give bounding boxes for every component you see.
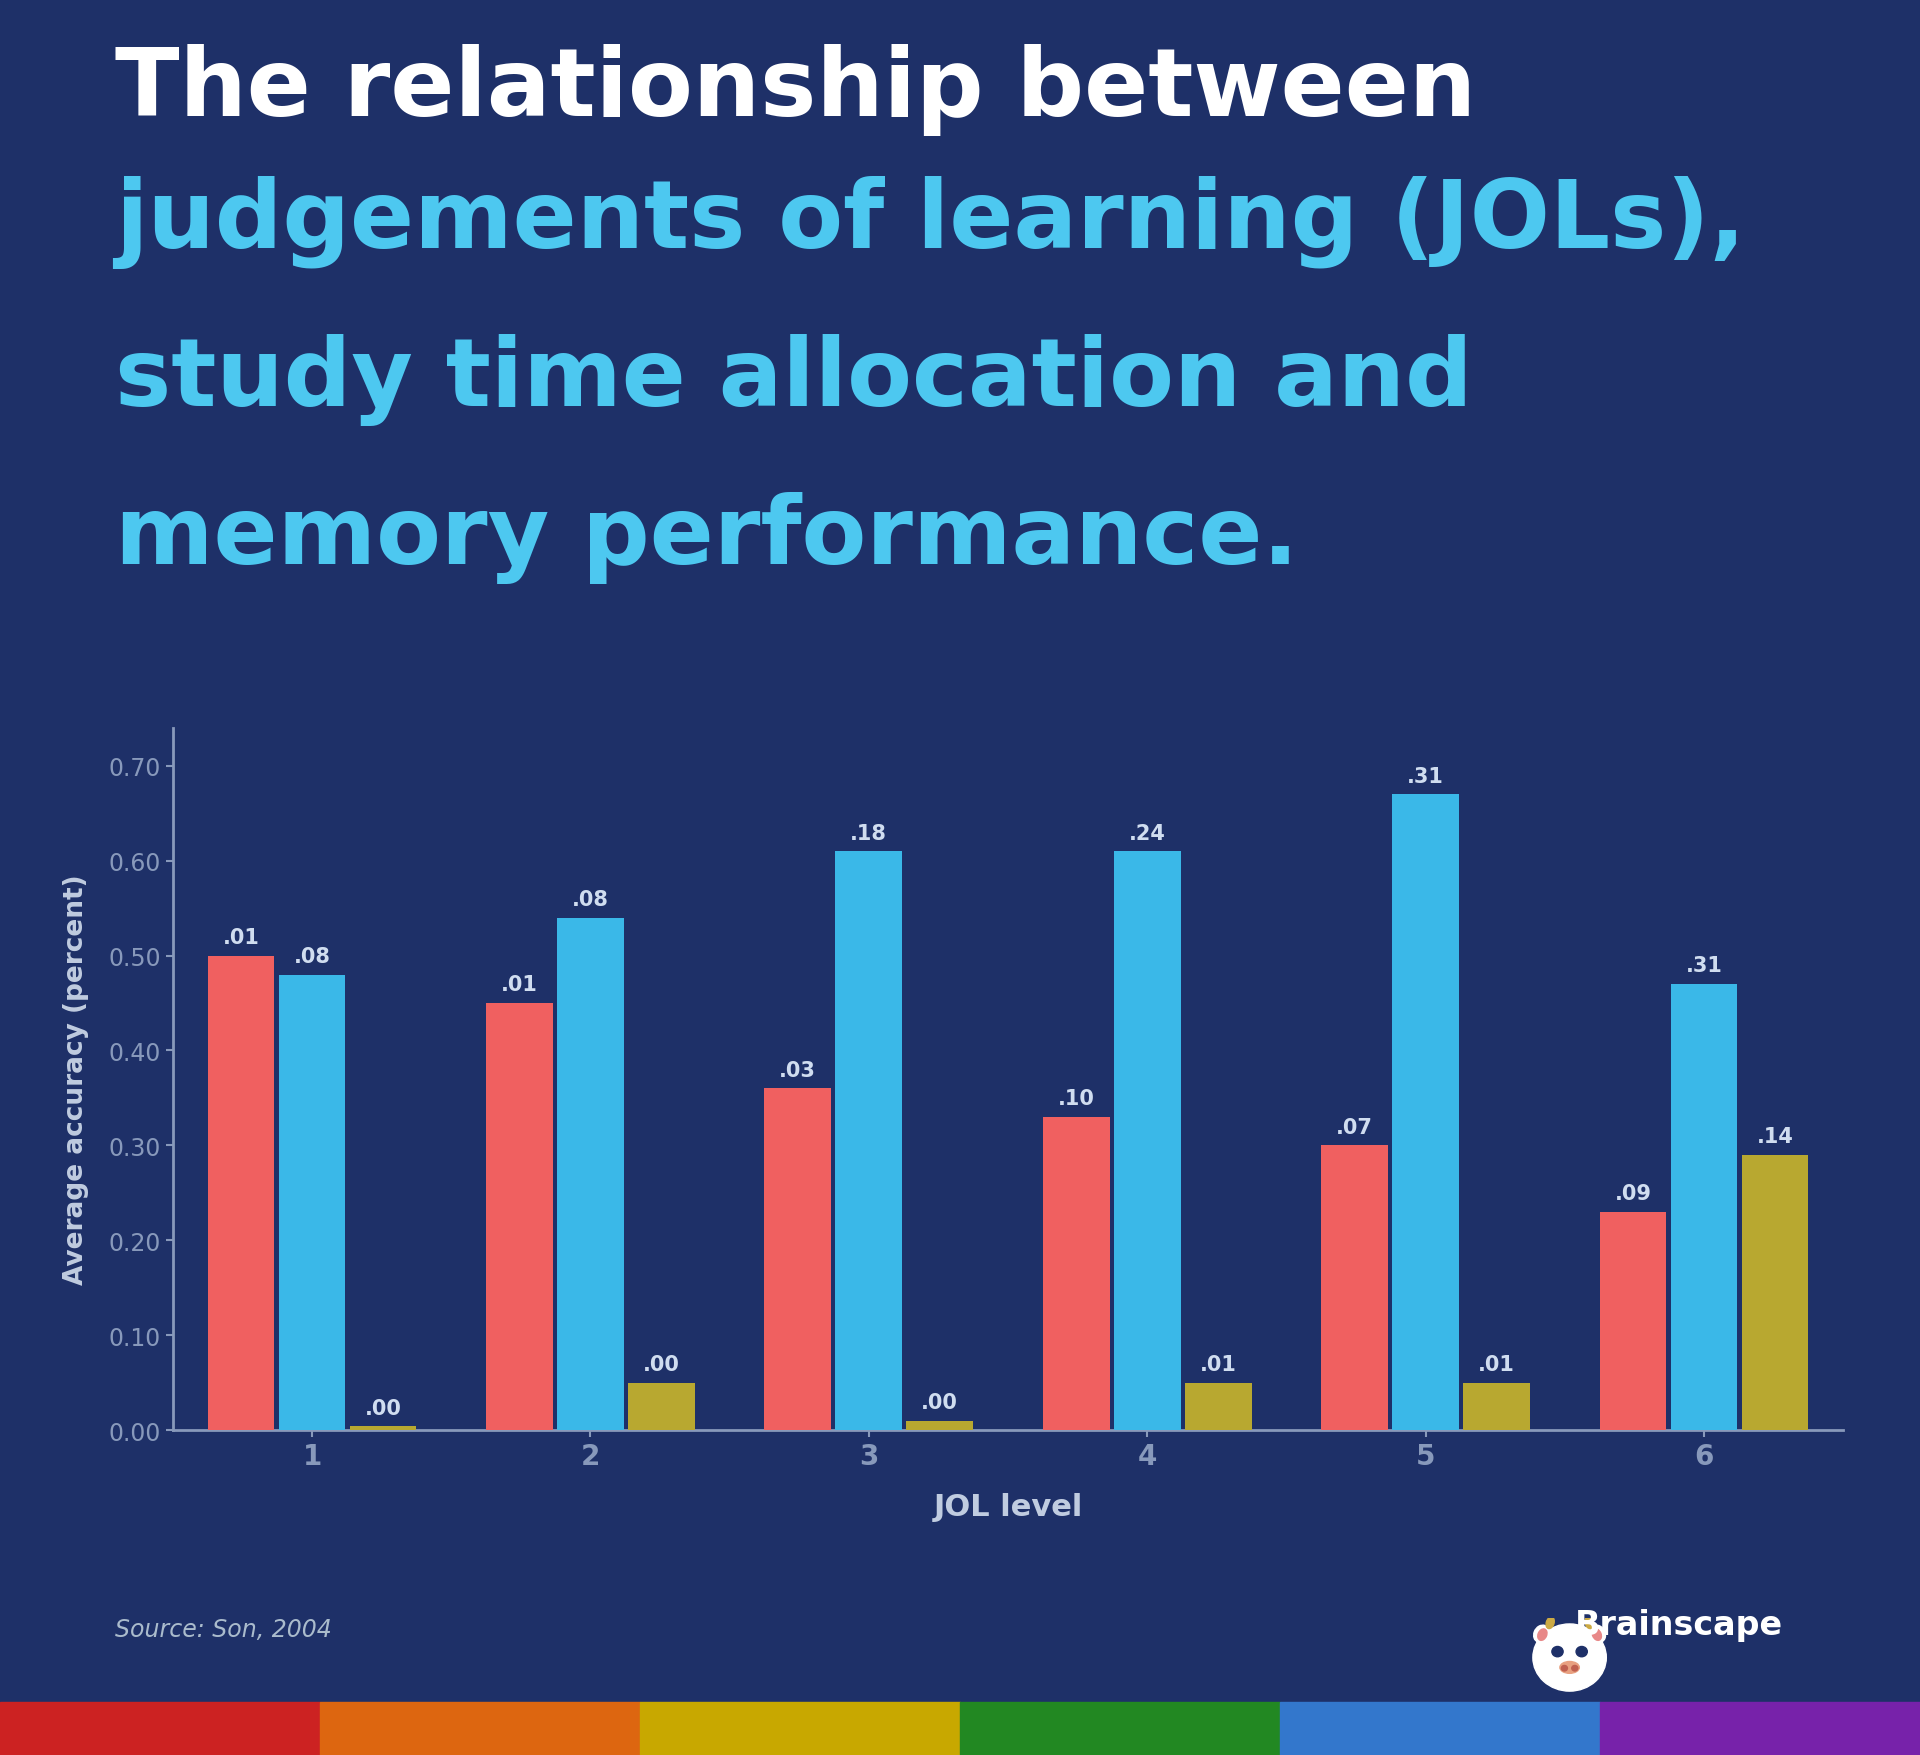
Circle shape	[1561, 1665, 1567, 1671]
Ellipse shape	[1546, 1616, 1555, 1629]
Ellipse shape	[1584, 1616, 1594, 1629]
Ellipse shape	[1592, 1629, 1601, 1641]
Circle shape	[1551, 1646, 1563, 1657]
Text: Source: Son, 2004: Source: Son, 2004	[115, 1616, 332, 1641]
Ellipse shape	[1559, 1662, 1580, 1674]
Text: judgements of learning (JOLs),: judgements of learning (JOLs),	[115, 176, 1745, 269]
Text: .14: .14	[1757, 1127, 1793, 1146]
Text: .01: .01	[1200, 1355, 1236, 1374]
Bar	[1321, 1146, 1388, 1430]
Bar	[835, 851, 902, 1430]
Text: Brainscape: Brainscape	[1574, 1608, 1782, 1641]
Bar	[1114, 851, 1181, 1430]
Circle shape	[1576, 1646, 1588, 1657]
Text: .08: .08	[294, 946, 330, 967]
Text: .24: .24	[1129, 823, 1165, 842]
Text: memory performance.: memory performance.	[115, 491, 1298, 583]
Text: .10: .10	[1058, 1088, 1094, 1109]
Text: .01: .01	[223, 927, 259, 948]
Text: .00: .00	[365, 1399, 401, 1418]
Text: .18: .18	[851, 823, 887, 842]
Circle shape	[1532, 1623, 1607, 1692]
Circle shape	[1572, 1665, 1578, 1671]
Text: .31: .31	[1407, 767, 1444, 786]
Y-axis label: Average accuracy (percent): Average accuracy (percent)	[63, 874, 88, 1285]
Bar	[1463, 1383, 1530, 1430]
Bar	[1599, 1213, 1667, 1430]
Bar	[764, 1088, 831, 1430]
Text: .09: .09	[1615, 1183, 1651, 1204]
Text: .07: .07	[1336, 1118, 1373, 1137]
Text: .08: .08	[572, 890, 609, 909]
Text: The relationship between: The relationship between	[115, 44, 1476, 135]
Text: .01: .01	[1478, 1355, 1515, 1374]
Text: .01: .01	[501, 976, 538, 995]
Bar	[278, 976, 346, 1430]
Bar	[349, 1427, 417, 1430]
Bar	[1670, 985, 1738, 1430]
Bar	[628, 1383, 695, 1430]
Ellipse shape	[1590, 1625, 1605, 1643]
X-axis label: JOL level: JOL level	[933, 1492, 1083, 1522]
Text: .31: .31	[1686, 956, 1722, 976]
Ellipse shape	[1534, 1625, 1549, 1643]
Ellipse shape	[1538, 1629, 1548, 1641]
Bar	[1043, 1118, 1110, 1430]
Text: .00: .00	[643, 1355, 680, 1374]
Bar	[906, 1422, 973, 1430]
Text: .00: .00	[922, 1392, 958, 1413]
Bar	[557, 918, 624, 1430]
Bar	[486, 1004, 553, 1430]
Text: study time allocation and: study time allocation and	[115, 333, 1473, 425]
Text: .03: .03	[780, 1060, 816, 1081]
Bar	[1392, 795, 1459, 1430]
Bar	[207, 956, 275, 1430]
Bar	[1185, 1383, 1252, 1430]
Bar	[1741, 1155, 1809, 1430]
